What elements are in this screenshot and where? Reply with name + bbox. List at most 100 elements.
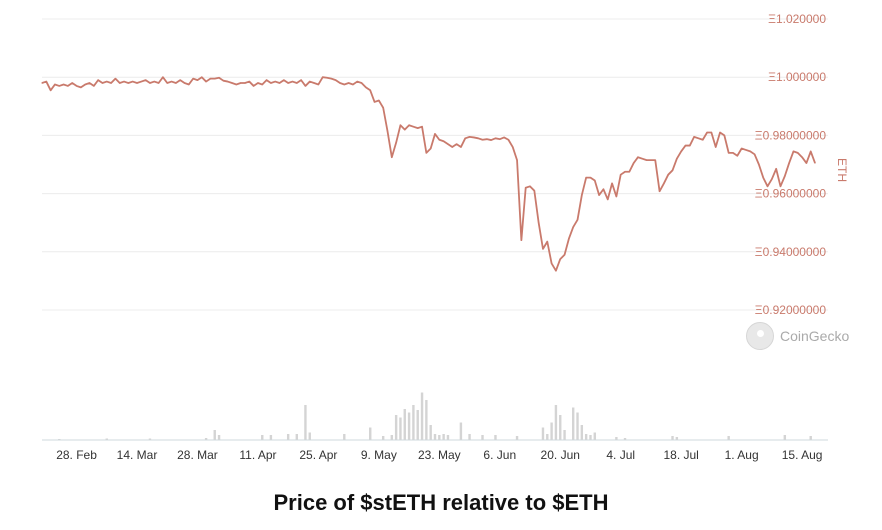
y-tick-label: Ξ1.020000 xyxy=(768,12,826,26)
y-tick-label: Ξ0.96000000 xyxy=(755,187,827,201)
x-tick-label: 14. Mar xyxy=(117,448,158,462)
data-point xyxy=(369,89,371,91)
data-point xyxy=(84,83,86,86)
data-point xyxy=(205,80,207,83)
volume-bar xyxy=(381,436,385,440)
data-point xyxy=(153,80,155,83)
data-point xyxy=(175,82,177,84)
data-point xyxy=(404,128,406,131)
data-point xyxy=(373,101,376,103)
data-point xyxy=(222,80,224,82)
data-point xyxy=(386,130,389,132)
data-point xyxy=(119,82,121,84)
data-point xyxy=(706,131,708,134)
data-point xyxy=(563,254,566,256)
volume-bar xyxy=(481,435,484,440)
volume-bar xyxy=(541,427,545,440)
data-point xyxy=(348,82,350,84)
data-point xyxy=(538,222,540,224)
data-point xyxy=(261,83,263,86)
data-point xyxy=(356,80,358,83)
y-axis-label: ETH xyxy=(835,158,849,182)
volume-bar xyxy=(494,435,497,440)
data-point xyxy=(188,83,190,86)
data-point xyxy=(766,185,769,187)
data-point xyxy=(598,194,600,196)
data-point xyxy=(136,82,138,84)
data-point xyxy=(654,159,656,161)
data-point xyxy=(352,83,354,86)
data-point xyxy=(196,79,199,81)
volume-bar xyxy=(412,405,415,440)
data-point xyxy=(546,241,548,243)
data-point xyxy=(499,138,501,140)
data-point xyxy=(464,137,466,139)
data-point xyxy=(779,185,782,187)
data-point xyxy=(309,80,311,83)
volume-bar xyxy=(515,436,519,440)
data-point xyxy=(93,85,95,87)
x-tick-label: 6. Jun xyxy=(483,448,516,462)
data-point xyxy=(365,86,367,88)
x-tick-label: 4. Jul xyxy=(606,448,635,462)
data-point xyxy=(529,185,531,187)
data-point xyxy=(80,86,82,88)
volume-bar xyxy=(429,425,432,440)
data-point xyxy=(170,80,173,83)
series-line-steth-eth xyxy=(41,76,816,272)
volume-bar xyxy=(554,405,558,440)
data-point xyxy=(54,83,56,86)
data-point xyxy=(322,76,324,78)
data-point xyxy=(559,258,561,260)
volume-bar xyxy=(213,430,216,440)
data-point xyxy=(110,82,112,84)
data-point xyxy=(490,139,492,141)
volume-bar xyxy=(369,427,372,440)
series-points xyxy=(41,76,816,272)
data-point xyxy=(45,80,47,83)
data-point xyxy=(265,79,268,81)
data-point xyxy=(792,150,795,153)
data-point xyxy=(227,80,229,83)
volume-bar xyxy=(615,437,618,440)
volume-bar xyxy=(425,400,428,440)
volume-bar xyxy=(148,438,152,440)
data-point xyxy=(438,139,440,141)
data-point xyxy=(235,83,237,86)
data-point xyxy=(71,82,73,84)
volume-bar xyxy=(343,434,346,440)
data-point xyxy=(481,139,484,141)
data-point xyxy=(106,80,108,83)
x-tick-label: 23. May xyxy=(418,448,461,462)
volume-bar xyxy=(563,430,566,440)
volume-bar xyxy=(286,434,290,440)
data-point xyxy=(684,144,687,147)
data-point xyxy=(512,146,514,148)
data-point xyxy=(633,162,635,164)
watermark-text: CoinGecko xyxy=(780,328,850,344)
data-point xyxy=(801,156,803,158)
volume-bar xyxy=(446,435,450,440)
volume-bar xyxy=(783,435,787,440)
data-point xyxy=(646,159,648,161)
data-point xyxy=(412,126,415,128)
data-point xyxy=(775,168,777,170)
volume-bar xyxy=(407,412,411,440)
data-point xyxy=(391,156,393,158)
data-point xyxy=(658,190,661,192)
volume-bar xyxy=(584,434,588,440)
data-point xyxy=(201,76,203,78)
data-point xyxy=(663,182,665,185)
data-point xyxy=(637,156,639,158)
data-point xyxy=(572,226,574,228)
data-point xyxy=(676,158,678,160)
volume-bar xyxy=(593,432,596,440)
data-point xyxy=(183,82,186,84)
data-point xyxy=(278,82,281,84)
data-point xyxy=(62,83,65,86)
data-point xyxy=(296,82,298,84)
data-point xyxy=(667,174,669,176)
data-point xyxy=(430,147,432,150)
volume-bar xyxy=(269,435,273,440)
data-point xyxy=(542,248,544,250)
